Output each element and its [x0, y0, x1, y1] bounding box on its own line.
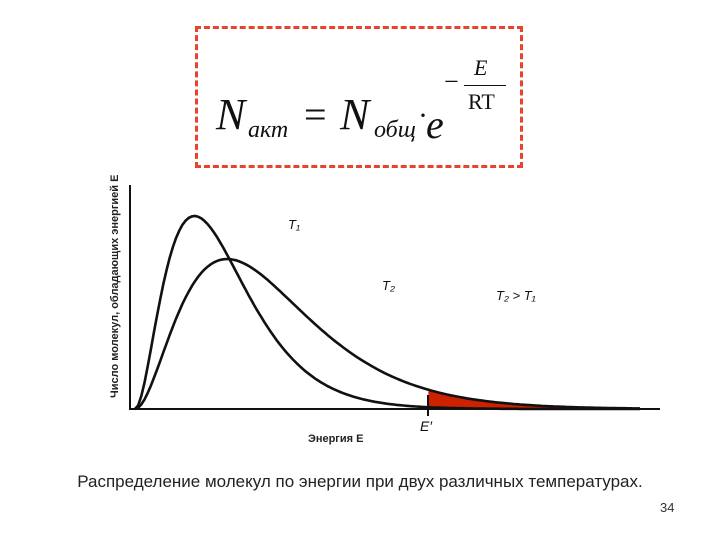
formula-dot: · [418, 99, 428, 132]
shaded-area-above-threshold [428, 389, 640, 409]
formula-equals: = [304, 92, 327, 137]
figure-caption: Распределение молекул по энергии при дву… [77, 472, 643, 491]
formula-denominator: RT [468, 89, 495, 114]
formula-fraction-bar [464, 85, 506, 86]
x-axis-label: Энергия E [308, 433, 363, 445]
formula-minus: − [444, 67, 459, 96]
formula-n-total: N [340, 90, 370, 139]
threshold-label: E′ [420, 418, 433, 434]
page-number: 34 [660, 500, 675, 515]
formula-n-act: N [216, 90, 246, 139]
formula-sub-total: общ [374, 117, 416, 143]
formula-e: e [426, 102, 444, 147]
y-axis-label: Число молекул, обладающих энергией E [109, 175, 121, 398]
formula-numerator: E [474, 55, 488, 80]
curve-t2 [134, 257, 640, 411]
formula-box: N акт = N общ · e − E RT [195, 26, 523, 168]
formula-sub-act: акт [248, 117, 289, 143]
series-label-t2: T₂ [382, 278, 395, 293]
curve-t1 [134, 214, 640, 411]
relation-label: T₂ > T₁ [496, 288, 536, 303]
series-label-t1: T₁ [288, 217, 300, 232]
